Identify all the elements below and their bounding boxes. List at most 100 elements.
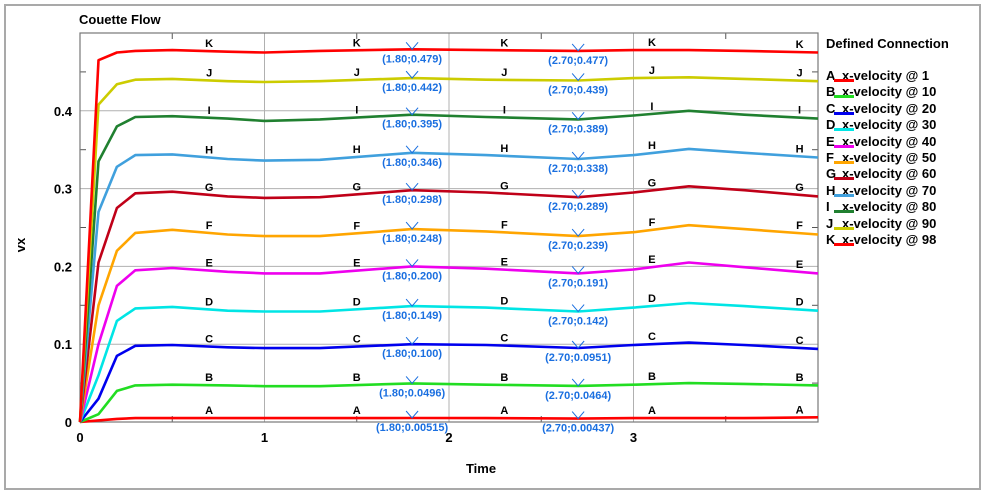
series-marker-letter: B [796, 372, 804, 384]
annotation-label: (2.70;0.0464) [545, 390, 611, 402]
annotation-label: (2.70;0.00437) [542, 423, 614, 435]
series-marker-letter: G [352, 181, 361, 193]
annotation-marker [571, 340, 585, 349]
y-axis-label: vx [13, 237, 28, 252]
annotation-label: (2.70;0.239) [548, 240, 608, 252]
legend-title: Defined Connection [826, 36, 949, 51]
series-marker-letter: A [500, 405, 508, 417]
annotation-label: (1.80;0.0496) [379, 387, 445, 399]
legend-label: x-velocity @ 98 [842, 231, 937, 247]
series-marker-letter: I [208, 105, 211, 117]
legend-label: x-velocity @ 70 [842, 182, 937, 198]
legend-letter: A [826, 68, 836, 83]
x-axis-label: Time [466, 461, 496, 476]
annotation-marker [571, 304, 585, 313]
legend-letter: H [826, 182, 836, 198]
y-tick-label: 0 [65, 415, 72, 430]
annotation-label: (1.80;0.395) [382, 119, 442, 131]
legend-swatch [834, 128, 854, 132]
legend-label: x-velocity @ 10 [842, 84, 937, 100]
legend-swatch [834, 111, 854, 115]
annotation-marker [571, 378, 585, 387]
series-marker-letter: F [353, 220, 360, 232]
legend-label: x-velocity @ 1 [842, 68, 930, 83]
annotation-label: (1.80;0.479) [382, 53, 442, 65]
plot-area [79, 32, 819, 423]
series-marker-letter: E [353, 258, 360, 270]
series-marker-letter: H [796, 143, 804, 155]
legend-swatch [834, 95, 854, 99]
annotation-label: (2.70;0.338) [548, 163, 608, 175]
series-marker-letter: H [353, 144, 361, 156]
series-marker-letter: H [205, 144, 213, 156]
series-marker-letter: H [500, 143, 508, 155]
series-marker-letter: F [796, 220, 803, 232]
annotation-label: (2.70;0.289) [548, 201, 608, 213]
series-marker-letter: E [501, 257, 508, 269]
series-marker-letter: K [648, 37, 656, 49]
series-marker-letter: E [796, 259, 803, 271]
annotation-label: (1.80;0.346) [382, 157, 442, 169]
y-tick-label: 0.4 [54, 104, 73, 119]
series-marker-letter: B [353, 372, 361, 384]
series-marker-letter: A [796, 405, 804, 417]
y-tick-label: 0.2 [54, 259, 72, 274]
series-marker-letter: C [796, 335, 804, 347]
series-marker-letter: B [500, 372, 508, 384]
series-marker-letter: J [206, 67, 212, 79]
series-line-k [78, 47, 819, 423]
annotation-label: (2.70;0.389) [548, 123, 608, 135]
annotation-marker [571, 266, 585, 275]
x-tick-label: 1 [261, 430, 268, 445]
legend-letter: F [826, 149, 834, 165]
series-marker-letter: I [503, 104, 506, 116]
legend-swatch [834, 210, 854, 214]
series-marker-letter: K [353, 37, 361, 49]
series-marker-letter: I [798, 105, 801, 117]
series-marker-letter: A [648, 405, 656, 417]
series-marker-letter: G [205, 182, 214, 194]
legend-letter: C [826, 100, 836, 116]
series-line-b [79, 381, 819, 424]
legend-label: x-velocity @ 60 [842, 166, 937, 182]
legend-letter: I [826, 199, 830, 215]
series-line-d [78, 301, 819, 423]
series-marker-letter: B [205, 372, 213, 384]
annotation-marker [571, 112, 585, 121]
annotation-marker [405, 336, 419, 345]
annotation-marker [405, 182, 419, 191]
annotation-label: (1.80;0.248) [382, 233, 442, 245]
y-tick-label: 0.1 [54, 337, 72, 352]
legend-swatch [834, 226, 854, 230]
series-marker-letter: I [650, 101, 653, 113]
x-tick-label: 0 [76, 430, 83, 445]
annotation-marker [405, 107, 419, 116]
series-marker-letter: I [355, 104, 358, 116]
series-marker-letter: D [205, 296, 213, 308]
series-line-a [79, 416, 819, 424]
legend-swatch [834, 193, 854, 197]
series-marker-letter: E [648, 254, 655, 266]
series-marker-letter: J [649, 65, 655, 77]
series-marker-letter: F [501, 219, 508, 231]
series-marker-letter: B [648, 371, 656, 383]
series-marker-letter: D [353, 296, 361, 308]
series-marker-letter: G [648, 177, 657, 189]
annotation-marker [405, 410, 419, 419]
annotation-marker [405, 70, 419, 79]
series-marker-letter: C [500, 333, 508, 345]
series-marker-letter: G [500, 180, 509, 192]
annotation-marker [405, 298, 419, 307]
series-marker-letter: C [205, 334, 213, 346]
legend-letter: B [826, 84, 836, 100]
series-marker-letter: K [500, 37, 508, 49]
annotation-label: (1.80;0.200) [382, 270, 442, 282]
series-line-c [78, 341, 819, 423]
